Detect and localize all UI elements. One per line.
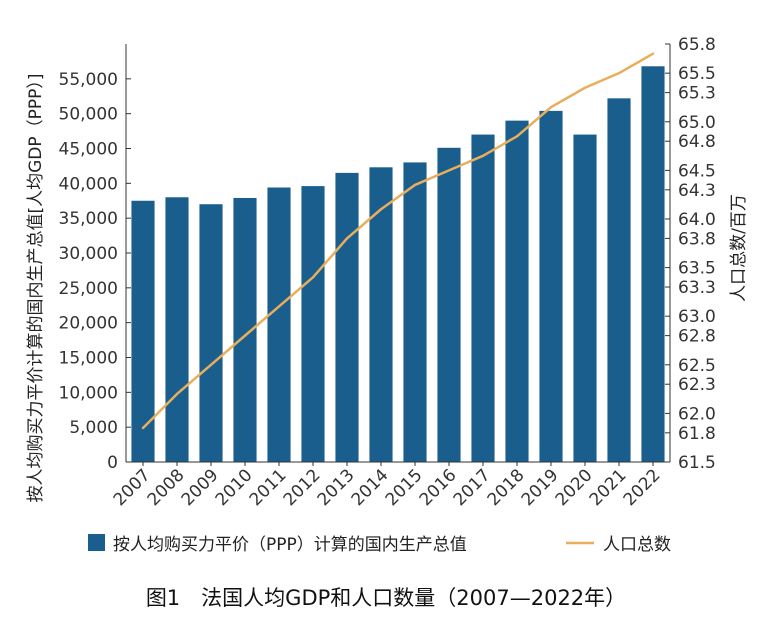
right-tick-label: 63.8 bbox=[678, 229, 716, 249]
right-tick-label: 62.0 bbox=[678, 404, 716, 424]
x-tick-label: 2016 bbox=[416, 465, 461, 510]
x-tick-label: 2018 bbox=[484, 465, 529, 510]
left-tick-label: 5,000 bbox=[69, 418, 118, 438]
bar-2019 bbox=[539, 110, 563, 462]
x-tick-label: 2017 bbox=[450, 465, 495, 510]
left-tick-label: 20,000 bbox=[59, 314, 118, 334]
bar-series bbox=[131, 66, 665, 463]
right-tick-label: 63.3 bbox=[678, 278, 716, 298]
left-tick-label: 25,000 bbox=[59, 279, 118, 299]
legend: 按人均购买力平价（PPP）计算的国内生产总值 人口总数 bbox=[88, 534, 671, 555]
bar-2017 bbox=[471, 134, 495, 462]
left-tick-label: 35,000 bbox=[59, 209, 118, 229]
bar-2018 bbox=[505, 120, 529, 462]
bar-2022 bbox=[641, 66, 665, 462]
left-tick-label: 0 bbox=[107, 453, 118, 473]
left-tick-label: 10,000 bbox=[59, 383, 118, 403]
right-tick-label: 64.8 bbox=[678, 132, 716, 152]
legend-bar-label: 按人均购买力平价（PPP）计算的国内生产总值 bbox=[113, 535, 467, 555]
x-tick-label: 2011 bbox=[246, 465, 291, 510]
right-axis-title: 人口总数/百万 bbox=[729, 194, 749, 302]
legend-bar-swatch bbox=[88, 534, 105, 551]
bar-2014 bbox=[369, 167, 393, 462]
x-tick-label: 2009 bbox=[178, 465, 223, 510]
bar-2007 bbox=[131, 200, 155, 462]
x-tick-label: 2010 bbox=[212, 465, 257, 510]
bar-2010 bbox=[233, 197, 257, 462]
left-tick-label: 15,000 bbox=[59, 349, 118, 369]
x-tick-label: 2013 bbox=[314, 465, 359, 510]
right-tick-label: 61.8 bbox=[678, 424, 716, 444]
bar-2009 bbox=[199, 204, 223, 463]
right-tick-label: 65.8 bbox=[678, 35, 716, 55]
left-tick-label: 50,000 bbox=[59, 105, 118, 125]
x-tick-label: 2020 bbox=[552, 465, 597, 510]
left-tick-label: 55,000 bbox=[59, 70, 118, 90]
right-tick-label: 63.5 bbox=[678, 259, 716, 279]
right-tick-label: 61.5 bbox=[678, 453, 716, 473]
right-tick-label: 64.0 bbox=[678, 210, 716, 230]
bar-2021 bbox=[607, 98, 631, 462]
right-tick-label: 63.0 bbox=[678, 307, 716, 327]
x-tick-label: 2022 bbox=[620, 465, 665, 510]
population-line bbox=[141, 52, 655, 430]
left-tick-label: 45,000 bbox=[59, 140, 118, 160]
bar-2020 bbox=[573, 134, 597, 462]
line-series bbox=[141, 52, 655, 430]
legend-line-label: 人口总数 bbox=[603, 535, 671, 555]
right-tick-label: 62.5 bbox=[678, 356, 716, 376]
right-tick-label: 62.3 bbox=[678, 375, 716, 395]
bar-2008 bbox=[165, 197, 189, 462]
bar-2016 bbox=[437, 147, 461, 463]
bar-2015 bbox=[403, 162, 427, 462]
bar-2013 bbox=[335, 172, 359, 462]
x-tick-label: 2014 bbox=[348, 465, 393, 510]
x-tick-label: 2012 bbox=[280, 465, 325, 510]
right-tick-label: 64.3 bbox=[678, 181, 716, 201]
right-tick-label: 65.0 bbox=[678, 113, 716, 133]
bar-2012 bbox=[301, 186, 325, 462]
right-tick-label: 62.8 bbox=[678, 327, 716, 347]
figure-caption: 图1 法国人均GDP和人口数量（2007—2022年） bbox=[146, 586, 626, 610]
right-axis-ticks: 61.5 61.862.0 62.362.5 62.863.0 63.363.5 63.8… bbox=[665, 35, 716, 473]
x-tick-label: 2019 bbox=[518, 465, 563, 510]
right-tick-label: 64.5 bbox=[678, 161, 716, 181]
left-axis-ticks: 0 5,000 10,000 15,000 20,000 25,000 30,000 35,0… bbox=[59, 70, 131, 473]
right-tick-label: 65.3 bbox=[678, 84, 716, 104]
x-tick-label: 2021 bbox=[586, 465, 631, 510]
left-tick-label: 40,000 bbox=[59, 174, 118, 194]
x-tick-label: 2008 bbox=[144, 465, 189, 510]
right-tick-label: 65.5 bbox=[678, 64, 716, 84]
x-axis-ticks: 2007200820092010201120122013201420152016… bbox=[110, 462, 665, 510]
left-axis-title: 按人均购买力平价计算的国内生产总值[人均GDP（PPP）] bbox=[26, 73, 46, 502]
x-tick-label: 2015 bbox=[382, 465, 427, 510]
left-tick-label: 30,000 bbox=[59, 244, 118, 264]
bar-2011 bbox=[267, 187, 291, 462]
